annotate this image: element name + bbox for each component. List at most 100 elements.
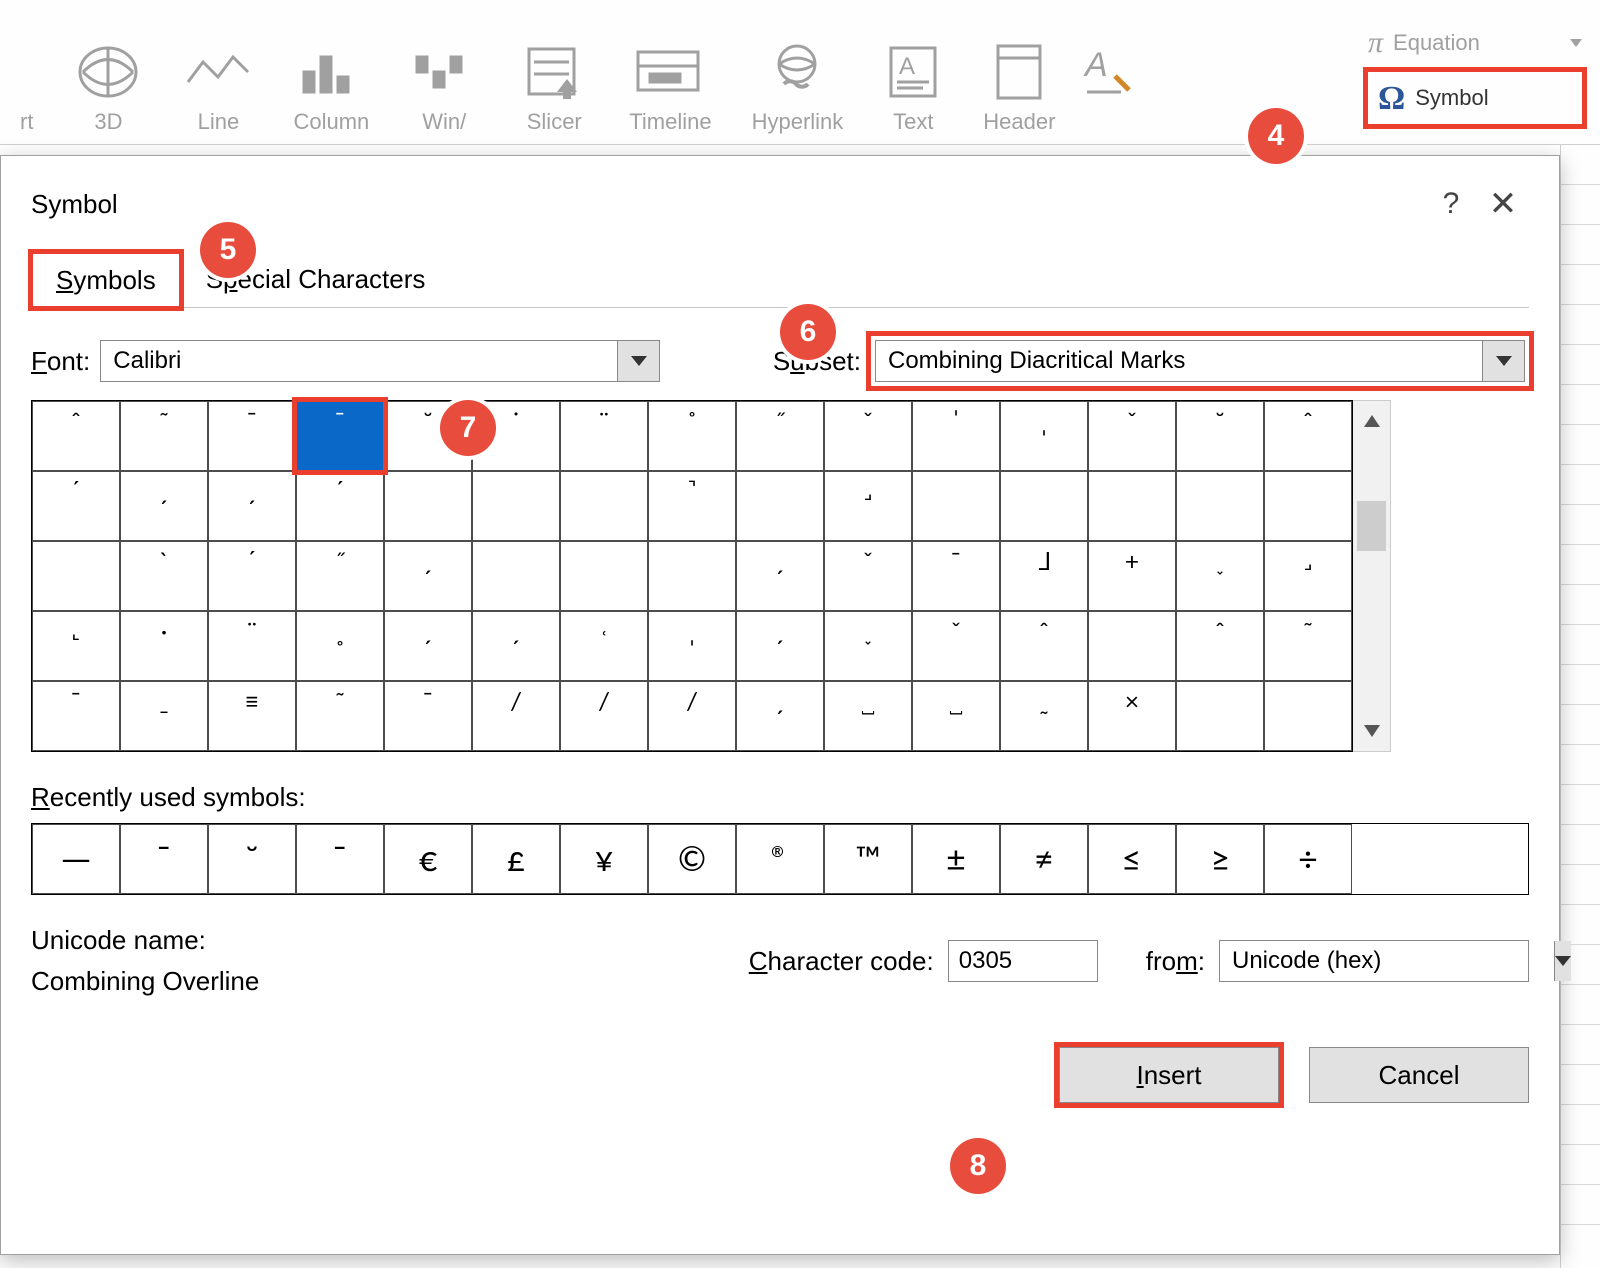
symbol-cell[interactable]: ¨ bbox=[208, 611, 296, 681]
recent-symbol-cell[interactable]: ÷ bbox=[1264, 824, 1352, 894]
help-button[interactable]: ? bbox=[1425, 187, 1477, 221]
recent-symbol-cell[interactable]: £ bbox=[472, 824, 560, 894]
symbol-cell[interactable]: / bbox=[472, 681, 560, 751]
font-combo[interactable] bbox=[100, 340, 660, 382]
ribbon-group-column[interactable]: Column bbox=[273, 15, 389, 135]
symbol-cell[interactable]: ˊ bbox=[208, 541, 296, 611]
ribbon-group-winloss[interactable]: Win/ bbox=[389, 15, 499, 135]
symbol-cell[interactable]: ˼ bbox=[1264, 541, 1352, 611]
ribbon-group-line[interactable]: Line bbox=[163, 15, 273, 135]
symbol-cell[interactable] bbox=[384, 471, 472, 541]
symbol-cell[interactable]: ˉ bbox=[912, 541, 1000, 611]
recent-symbol-cell[interactable]: — bbox=[32, 824, 120, 894]
symbol-cell[interactable]: · bbox=[120, 611, 208, 681]
symbol-cell[interactable]: ˆ bbox=[32, 401, 120, 471]
symbol-cell[interactable]: ˯ bbox=[824, 611, 912, 681]
recent-symbol-cell[interactable]: ˉ bbox=[120, 824, 208, 894]
symbol-cell[interactable] bbox=[560, 471, 648, 541]
symbol-cell[interactable]: ˳ bbox=[296, 611, 384, 681]
recent-symbol-cell[interactable]: ™ bbox=[824, 824, 912, 894]
symbol-cell[interactable] bbox=[472, 541, 560, 611]
symbol-cell[interactable]: ˏ bbox=[472, 611, 560, 681]
symbol-cell[interactable] bbox=[1000, 471, 1088, 541]
symbol-cell[interactable]: ≡ bbox=[208, 681, 296, 751]
equation-button[interactable]: π Equation bbox=[1368, 25, 1582, 60]
symbol-cell[interactable]: ˘ bbox=[1176, 401, 1264, 471]
cancel-button[interactable]: Cancel bbox=[1309, 1047, 1529, 1103]
ribbon-group-rt[interactable]: rt bbox=[0, 15, 53, 135]
symbol-cell[interactable]: ˬ bbox=[824, 541, 912, 611]
recent-symbol-cell[interactable]: ≤ bbox=[1088, 824, 1176, 894]
ribbon-group-header[interactable]: Header bbox=[963, 15, 1075, 135]
close-button[interactable]: ✕ bbox=[1477, 187, 1529, 221]
symbol-cell[interactable]: ˜ bbox=[1264, 611, 1352, 681]
char-code-input[interactable] bbox=[948, 940, 1098, 982]
insert-button[interactable]: Insert bbox=[1059, 1047, 1279, 1103]
symbol-cell[interactable]: ˝ bbox=[736, 401, 824, 471]
subset-input[interactable] bbox=[876, 347, 1482, 375]
symbol-cell[interactable]: ˉ bbox=[296, 401, 384, 471]
dropdown-icon[interactable] bbox=[1482, 341, 1524, 381]
recent-symbol-cell[interactable]: ˉ bbox=[296, 824, 384, 894]
from-input[interactable] bbox=[1220, 947, 1554, 975]
symbol-cell[interactable] bbox=[736, 471, 824, 541]
ribbon-group-signature[interactable]: A bbox=[1075, 15, 1142, 135]
symbol-cell[interactable]: ˜ bbox=[120, 401, 208, 471]
symbol-cell[interactable]: + bbox=[1088, 541, 1176, 611]
symbol-cell[interactable]: ˊ bbox=[32, 471, 120, 541]
dropdown-icon[interactable] bbox=[1554, 941, 1571, 981]
symbol-cell[interactable]: ˏ bbox=[736, 681, 824, 751]
from-combo[interactable] bbox=[1219, 940, 1529, 982]
symbol-cell[interactable]: ˆ bbox=[1000, 611, 1088, 681]
font-input[interactable] bbox=[101, 347, 617, 375]
symbol-cell[interactable] bbox=[1264, 471, 1352, 541]
symbol-cell[interactable]: ˆ bbox=[1176, 611, 1264, 681]
symbol-cell[interactable]: ˆ bbox=[1264, 401, 1352, 471]
symbol-cell[interactable]: ˊ bbox=[296, 471, 384, 541]
symbol-cell[interactable]: ˌ bbox=[648, 611, 736, 681]
symbol-cell[interactable]: ˉ bbox=[32, 681, 120, 751]
recent-symbol-cell[interactable]: ¥ bbox=[560, 824, 648, 894]
symbol-cell[interactable]: ˼ bbox=[824, 471, 912, 541]
symbol-cell[interactable] bbox=[1264, 681, 1352, 751]
symbol-cell[interactable]: ˈ bbox=[912, 401, 1000, 471]
symbol-cell[interactable]: ˻ bbox=[32, 611, 120, 681]
recent-symbol-cell[interactable]: ≠ bbox=[1000, 824, 1088, 894]
ribbon-group-timeline[interactable]: Timeline bbox=[609, 15, 731, 135]
symbol-cell[interactable] bbox=[1176, 681, 1264, 751]
symbol-cell[interactable]: ˉ bbox=[384, 681, 472, 751]
symbol-cell[interactable]: ˉ bbox=[208, 401, 296, 471]
subset-combo[interactable] bbox=[875, 340, 1525, 382]
symbol-cell[interactable] bbox=[1088, 611, 1176, 681]
symbol-cell[interactable]: ˏ bbox=[736, 611, 824, 681]
ribbon-group-hyperlink[interactable]: Hyperlink bbox=[732, 15, 864, 135]
symbol-cell[interactable]: ˩ bbox=[1000, 541, 1088, 611]
symbol-cell[interactable]: ˏ bbox=[120, 471, 208, 541]
symbol-cell[interactable] bbox=[648, 541, 736, 611]
scroll-track[interactable] bbox=[1353, 441, 1390, 711]
symbol-cell[interactable]: ˚ bbox=[648, 401, 736, 471]
symbol-cell[interactable]: ˇ bbox=[912, 611, 1000, 681]
dropdown-icon[interactable] bbox=[617, 341, 659, 381]
symbol-cell[interactable]: ˏ bbox=[384, 611, 472, 681]
symbol-cell[interactable]: × bbox=[1088, 681, 1176, 751]
ribbon-group-3d[interactable]: 3D bbox=[53, 15, 163, 135]
ribbon-group-text[interactable]: A Text bbox=[863, 15, 963, 135]
symbol-cell[interactable]: / bbox=[560, 681, 648, 751]
recent-symbol-cell[interactable]: ≥ bbox=[1176, 824, 1264, 894]
grid-scrollbar[interactable] bbox=[1353, 400, 1391, 752]
scroll-thumb[interactable] bbox=[1357, 501, 1386, 551]
symbol-cell[interactable] bbox=[1088, 471, 1176, 541]
recent-symbol-cell[interactable]: ± bbox=[912, 824, 1000, 894]
symbol-cell[interactable]: ˝ bbox=[296, 541, 384, 611]
symbol-cell[interactable]: ˇ bbox=[824, 401, 912, 471]
symbol-cell[interactable]: / bbox=[648, 681, 736, 751]
symbol-cell[interactable]: ˽ bbox=[824, 681, 912, 751]
symbol-cell[interactable]: ˇ bbox=[1088, 401, 1176, 471]
symbol-button[interactable]: Ω Symbol bbox=[1368, 72, 1582, 124]
symbol-cell[interactable]: ˯ bbox=[1176, 541, 1264, 611]
symbol-cell[interactable]: ˏ bbox=[736, 541, 824, 611]
recent-symbol-cell[interactable]: ˘ bbox=[208, 824, 296, 894]
symbol-cell[interactable] bbox=[1176, 471, 1264, 541]
symbol-cell[interactable]: ˌ bbox=[1000, 401, 1088, 471]
